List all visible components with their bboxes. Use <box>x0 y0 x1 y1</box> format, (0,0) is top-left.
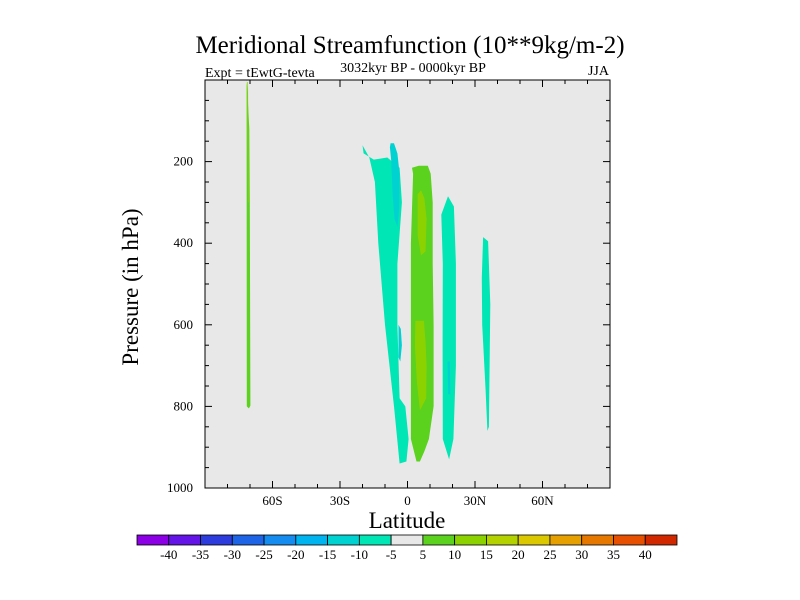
colorbar-swatch <box>136 534 170 546</box>
colorbar-label: 10 <box>448 547 461 562</box>
colorbar-label: 30 <box>575 547 588 562</box>
colorbar-label: -25 <box>255 547 272 562</box>
x-tick-label: 30S <box>330 493 350 508</box>
colorbar-swatch <box>327 534 360 546</box>
colorbar-label: -20 <box>287 547 304 562</box>
x-tick-label: 0 <box>404 493 411 508</box>
colorbar-label: 35 <box>607 547 620 562</box>
region-equatorial-positive-outer <box>410 165 434 462</box>
colorbar-swatch <box>454 534 487 546</box>
colorbar-swatch <box>358 534 392 546</box>
time-range-label: 3032kyr BP - 0000kyr BP <box>340 61 486 76</box>
colorbar-label: 40 <box>639 547 652 562</box>
region-northern-negative-cell <box>441 196 456 460</box>
plot-background <box>205 80 610 488</box>
contour-regions <box>246 80 491 464</box>
colorbar-label: 25 <box>543 547 556 562</box>
colorbar-label: -10 <box>351 547 368 562</box>
y-tick-label: 800 <box>174 398 194 413</box>
colorbar-label: -5 <box>386 547 397 562</box>
colorbar-label: -15 <box>319 547 336 562</box>
colorbar-swatch <box>295 534 328 546</box>
x-tick-label: 60S <box>262 493 282 508</box>
colorbar-swatch <box>613 534 646 546</box>
colorbar-swatch <box>168 534 201 546</box>
region-northern-negative-cell-inner <box>447 361 451 395</box>
colorbar-swatch <box>231 534 265 546</box>
y-tick-label: 400 <box>174 235 194 250</box>
colorbar-swatch <box>263 534 297 546</box>
colorbar: -40 -35 -30 -25 -20 -15 -10 -5 5 10 15 20 25 30 35 40 <box>136 534 678 562</box>
x-axis-label: Latitude <box>369 508 446 533</box>
colorbar-swatch <box>517 534 551 546</box>
colorbar-swatch <box>581 534 614 546</box>
region-far-north-cell <box>481 237 491 431</box>
colorbar-swatch <box>390 534 424 546</box>
colorbar-label: 20 <box>512 547 525 562</box>
y-tick-label: 200 <box>174 154 194 169</box>
colorbar-label: -40 <box>160 547 177 562</box>
y-tick-label: 600 <box>174 317 194 332</box>
experiment-label: Expt = tEwtG-tevta <box>205 66 316 81</box>
y-tick-label: 1000 <box>167 480 193 495</box>
region-equatorial-positive-inner-lower <box>414 320 427 411</box>
colorbar-label: -35 <box>192 547 209 562</box>
chart-title: Meridional Streamfunction (10**9kg/m-2) <box>195 32 624 59</box>
colorbar-label: -30 <box>224 547 241 562</box>
colorbar-label: 15 <box>480 547 493 562</box>
colorbar-swatch <box>549 534 583 546</box>
y-axis-label: Pressure (in hPa) <box>118 208 143 365</box>
axis-ticks: 60S 30S 0 30N 60N 200 400 600 800 1000 <box>167 79 611 508</box>
region-equatorial-positive-inner-upper <box>417 190 427 256</box>
colorbar-label: 5 <box>420 547 427 562</box>
x-tick-label: 30N <box>464 493 487 508</box>
region-southern-cell-inner <box>389 143 400 227</box>
colorbar-swatch <box>486 534 519 546</box>
region-southern-cell-inner-lower <box>398 324 402 362</box>
colorbar-swatch <box>644 534 678 546</box>
season-label: JJA <box>588 64 610 79</box>
colorbar-swatch <box>200 534 233 546</box>
region-sh-high-lat-column-outer <box>246 80 251 409</box>
colorbar-swatch <box>422 534 456 546</box>
x-tick-label: 60N <box>531 493 554 508</box>
region-sh-high-lat-column-inner <box>247 82 249 203</box>
